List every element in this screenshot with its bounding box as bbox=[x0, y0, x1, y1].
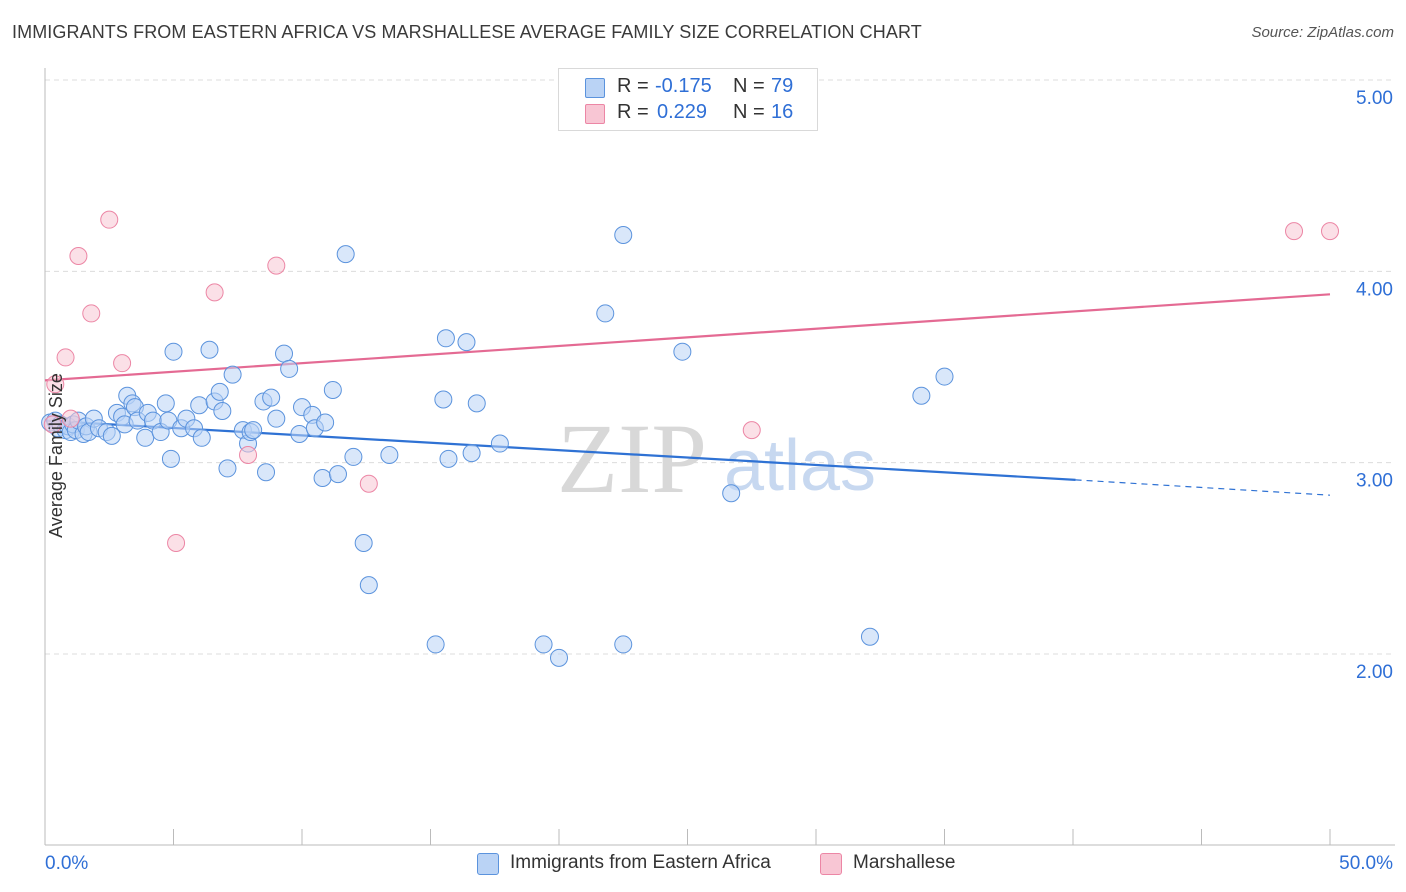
data-point bbox=[205, 283, 224, 302]
r-label: R = bbox=[617, 75, 649, 97]
data-point bbox=[614, 635, 633, 654]
data-point bbox=[164, 342, 183, 361]
legend-swatch-marshallese bbox=[585, 104, 605, 124]
data-point bbox=[46, 375, 65, 394]
r-label: R = bbox=[617, 101, 649, 123]
data-point bbox=[213, 402, 232, 421]
trend-line-extension bbox=[1075, 479, 1331, 496]
legend-swatch-eastern-africa bbox=[585, 78, 605, 98]
data-point bbox=[43, 415, 62, 434]
n-value: 79 bbox=[771, 75, 794, 97]
data-point bbox=[316, 413, 335, 432]
data-point bbox=[1285, 222, 1304, 241]
data-point bbox=[354, 534, 373, 553]
data-point bbox=[113, 354, 132, 373]
data-point bbox=[462, 444, 481, 463]
data-point bbox=[596, 304, 615, 323]
y-tick-label: 5.00 bbox=[1356, 88, 1393, 109]
data-point bbox=[359, 576, 378, 595]
y-tick-labels: 2.00 3.00 4.00 5.00 bbox=[1356, 88, 1393, 683]
axes bbox=[44, 68, 1395, 846]
y-tick-label: 3.00 bbox=[1356, 471, 1393, 492]
data-point bbox=[239, 446, 258, 465]
data-points bbox=[41, 210, 1339, 667]
data-point bbox=[244, 421, 263, 440]
trend-line bbox=[44, 419, 1076, 481]
n-label: N = bbox=[733, 75, 765, 97]
y-tick-label: 4.00 bbox=[1356, 279, 1393, 300]
x-tick-labels: 0.0% 50.0% bbox=[45, 853, 1393, 874]
data-point bbox=[267, 256, 286, 275]
data-point bbox=[223, 365, 242, 384]
legend-swatch-marshallese bbox=[820, 853, 842, 875]
stats-legend: R = -0.175 N = 79 R = 0.229 N = 16 bbox=[558, 68, 818, 131]
data-point bbox=[860, 627, 879, 646]
data-point bbox=[426, 635, 445, 654]
x-tick-label: 50.0% bbox=[1339, 853, 1393, 874]
n-value: 16 bbox=[771, 101, 794, 123]
data-point bbox=[344, 447, 363, 466]
data-point bbox=[742, 421, 761, 440]
data-point bbox=[290, 424, 309, 443]
data-point bbox=[167, 534, 186, 553]
legend-label: Marshallese bbox=[853, 852, 956, 873]
y-axis-label: Average Family Size bbox=[45, 373, 66, 538]
data-point bbox=[257, 463, 276, 482]
data-point bbox=[550, 648, 568, 667]
data-point bbox=[100, 210, 119, 229]
data-point bbox=[328, 465, 347, 484]
data-point bbox=[102, 426, 121, 445]
data-point bbox=[935, 367, 954, 386]
data-point bbox=[69, 247, 88, 266]
data-point bbox=[210, 382, 229, 401]
data-point bbox=[436, 329, 455, 348]
data-point bbox=[200, 340, 219, 359]
data-point bbox=[467, 394, 486, 413]
data-point bbox=[190, 396, 209, 415]
x-tick-label: 0.0% bbox=[45, 853, 88, 874]
data-point bbox=[614, 225, 633, 244]
data-point bbox=[534, 635, 553, 654]
data-point bbox=[161, 449, 180, 468]
data-point bbox=[156, 394, 175, 413]
legend-label: Immigrants from Eastern Africa bbox=[510, 852, 771, 873]
data-point bbox=[262, 388, 281, 407]
legend-swatch-eastern-africa bbox=[477, 853, 499, 875]
trend-line bbox=[44, 293, 1331, 382]
data-point bbox=[434, 390, 453, 409]
data-point bbox=[722, 484, 741, 503]
data-point bbox=[136, 428, 155, 447]
data-point bbox=[192, 428, 211, 447]
data-point bbox=[380, 446, 399, 465]
data-point bbox=[218, 459, 237, 478]
data-point bbox=[336, 245, 355, 264]
data-point bbox=[275, 344, 294, 363]
data-point bbox=[267, 409, 286, 428]
data-point bbox=[61, 409, 80, 428]
watermark-zip: ZIP bbox=[557, 403, 707, 514]
source-label: Source: ZipAtlas.com bbox=[1251, 24, 1394, 41]
n-label: N = bbox=[733, 101, 765, 123]
r-value: -0.175 bbox=[655, 75, 712, 97]
data-point bbox=[323, 380, 342, 399]
data-point bbox=[439, 449, 458, 468]
data-point bbox=[490, 434, 509, 453]
data-point bbox=[280, 359, 299, 378]
y-tick-label: 2.00 bbox=[1356, 662, 1393, 683]
r-value: 0.229 bbox=[657, 101, 708, 123]
data-point bbox=[1321, 222, 1339, 241]
data-point bbox=[912, 386, 931, 405]
data-point bbox=[673, 342, 692, 361]
data-point bbox=[82, 304, 101, 323]
data-point bbox=[359, 474, 378, 493]
data-point bbox=[457, 333, 476, 352]
data-point bbox=[313, 468, 332, 487]
chart-title: IMMIGRANTS FROM EASTERN AFRICA VS MARSHA… bbox=[12, 22, 922, 42]
data-point bbox=[56, 348, 75, 367]
trend-lines bbox=[44, 293, 1331, 496]
